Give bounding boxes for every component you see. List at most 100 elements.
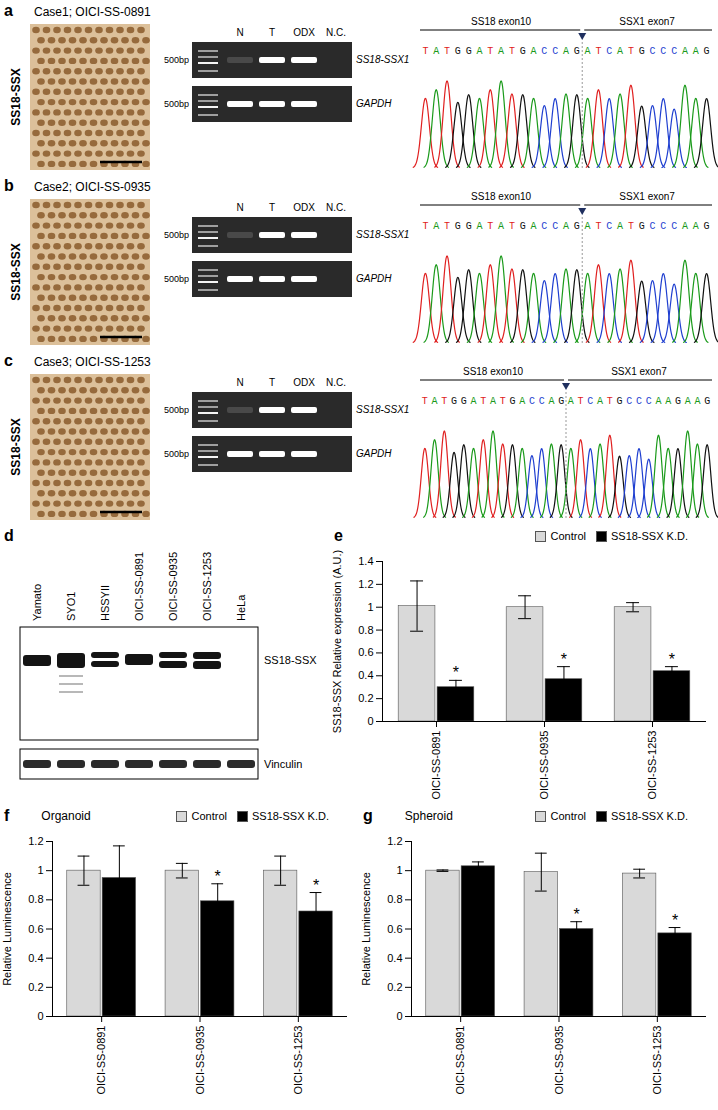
svg-text:OICI-SS-0935: OICI-SS-0935 <box>167 552 179 621</box>
svg-text:0.2: 0.2 <box>358 692 373 704</box>
svg-text:C: C <box>541 46 547 57</box>
svg-text:A: A <box>498 46 504 57</box>
svg-text:G: G <box>639 221 645 232</box>
svg-text:N.C.: N.C. <box>326 202 346 213</box>
svg-text:OICI-SS-0891: OICI-SS-0891 <box>133 552 145 621</box>
svg-text:0.6: 0.6 <box>387 923 402 935</box>
svg-text:0.8: 0.8 <box>387 893 402 905</box>
svg-text:GAPDH: GAPDH <box>356 98 392 109</box>
svg-text:A: A <box>655 396 661 407</box>
svg-text:0.4: 0.4 <box>387 952 402 964</box>
svg-text:C: C <box>552 46 558 57</box>
svg-text:T: T <box>487 221 493 232</box>
svg-text:T: T <box>628 221 634 232</box>
svg-text:SSX1 exon7: SSX1 exon7 <box>619 191 675 202</box>
svg-text:b: b <box>4 177 14 194</box>
svg-text:T: T <box>269 27 275 38</box>
svg-text:HeLa: HeLa <box>235 594 247 621</box>
svg-text:*: * <box>215 868 221 885</box>
svg-text:T: T <box>595 221 601 232</box>
svg-text:A: A <box>585 46 591 57</box>
svg-text:OICI-SS-0891: OICI-SS-0891 <box>454 1026 466 1095</box>
svg-text:T: T <box>422 396 428 407</box>
svg-text:0.2: 0.2 <box>28 981 43 993</box>
svg-text:T: T <box>487 46 493 57</box>
svg-text:C: C <box>671 221 677 232</box>
svg-text:500bp: 500bp <box>164 55 189 65</box>
svg-text:A: A <box>563 221 569 232</box>
svg-text:0.8: 0.8 <box>28 893 43 905</box>
svg-text:N: N <box>236 202 243 213</box>
svg-text:G: G <box>520 46 526 57</box>
svg-text:*: * <box>574 906 580 923</box>
svg-text:SS18 exon10: SS18 exon10 <box>471 191 531 202</box>
svg-text:T: T <box>578 396 584 407</box>
svg-text:a: a <box>4 2 13 19</box>
svg-text:SS18-SSX1: SS18-SSX1 <box>356 54 409 65</box>
svg-text:G: G <box>617 396 623 407</box>
svg-text:G: G <box>451 396 457 407</box>
svg-text:A: A <box>617 221 623 232</box>
svg-text:Case3; OICI-SS-1253: Case3; OICI-SS-1253 <box>34 355 151 369</box>
svg-text:G: G <box>466 46 472 57</box>
svg-text:0: 0 <box>367 715 373 727</box>
svg-text:T: T <box>628 46 634 57</box>
svg-text:500bp: 500bp <box>164 99 189 109</box>
svg-text:G: G <box>574 221 580 232</box>
svg-text:OICI-SS-0891: OICI-SS-0891 <box>95 1026 107 1095</box>
svg-text:SS18-SSX: SS18-SSX <box>9 68 23 125</box>
svg-text:G: G <box>704 46 710 57</box>
svg-text:T: T <box>480 396 486 407</box>
svg-text:T: T <box>444 46 450 57</box>
svg-text:1.2: 1.2 <box>387 835 402 847</box>
svg-text:ODX: ODX <box>293 377 315 388</box>
svg-text:A: A <box>432 396 438 407</box>
svg-text:C: C <box>646 396 652 407</box>
svg-text:Relative Luminescence: Relative Luminescence <box>1 872 13 986</box>
svg-text:A: A <box>694 396 700 407</box>
svg-text:A: A <box>563 46 569 57</box>
svg-text:HSSYII: HSSYII <box>99 585 111 621</box>
svg-text:T: T <box>509 46 515 57</box>
svg-text:1.2: 1.2 <box>358 578 373 590</box>
svg-text:OICI-SS-1253: OICI-SS-1253 <box>292 1026 304 1095</box>
svg-text:T: T <box>444 221 450 232</box>
svg-text:OICI-SS-0935: OICI-SS-0935 <box>194 1026 206 1095</box>
svg-text:A: A <box>665 396 671 407</box>
svg-text:T: T <box>607 396 613 407</box>
svg-text:SS18 exon10: SS18 exon10 <box>463 366 523 377</box>
svg-text:C: C <box>541 221 547 232</box>
svg-text:A: A <box>548 396 554 407</box>
svg-text:A: A <box>471 396 477 407</box>
svg-text:0.6: 0.6 <box>28 923 43 935</box>
svg-text:500bp: 500bp <box>164 274 189 284</box>
svg-text:ODX: ODX <box>293 202 315 213</box>
svg-text:SYO1: SYO1 <box>65 592 77 621</box>
svg-text:0.4: 0.4 <box>28 952 43 964</box>
svg-text:N.C.: N.C. <box>326 27 346 38</box>
svg-text:G: G <box>675 396 681 407</box>
svg-text:G: G <box>455 221 461 232</box>
svg-text:GAPDH: GAPDH <box>356 273 392 284</box>
svg-text:Case2; OICI-SS-0935: Case2; OICI-SS-0935 <box>34 180 151 194</box>
svg-text:C: C <box>539 396 545 407</box>
svg-text:OICI-SS-0935: OICI-SS-0935 <box>553 1026 565 1095</box>
svg-text:A: A <box>490 396 496 407</box>
svg-text:Yamato: Yamato <box>31 584 43 621</box>
svg-text:A: A <box>682 221 688 232</box>
svg-text:G: G <box>639 46 645 57</box>
svg-text:SSX1 exon7: SSX1 exon7 <box>611 366 667 377</box>
svg-text:*: * <box>453 664 459 681</box>
svg-text:SS18-SSX1: SS18-SSX1 <box>356 229 409 240</box>
svg-text:500bp: 500bp <box>164 230 189 240</box>
svg-text:C: C <box>660 46 666 57</box>
svg-text:A: A <box>617 46 623 57</box>
svg-text:*: * <box>313 877 319 894</box>
svg-text:A: A <box>476 221 482 232</box>
svg-text:*: * <box>672 912 678 929</box>
svg-text:0.6: 0.6 <box>358 646 373 658</box>
svg-text:G: G <box>461 396 467 407</box>
svg-text:0.2: 0.2 <box>387 981 402 993</box>
svg-text:OICI-SS-0935: OICI-SS-0935 <box>538 731 550 800</box>
svg-text:A: A <box>568 396 574 407</box>
